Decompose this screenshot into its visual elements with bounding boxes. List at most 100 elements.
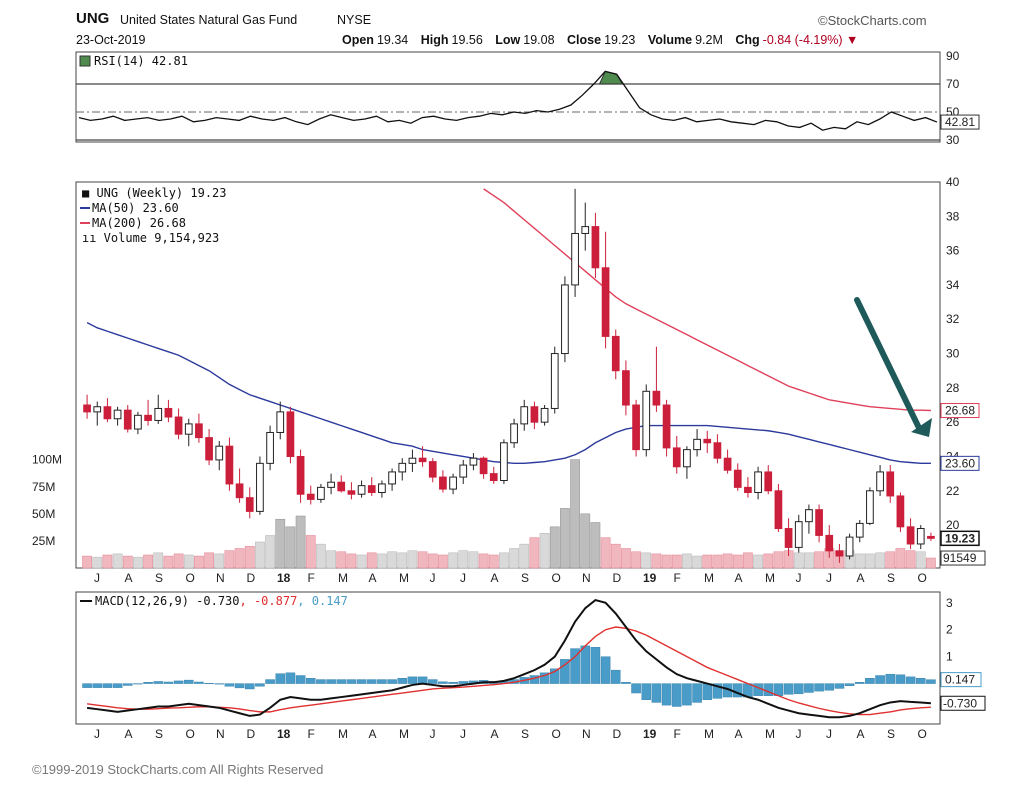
price-tick-label: 36: [946, 244, 960, 258]
macd-histogram-bar: [133, 683, 143, 685]
rsi-tick-label: 30: [946, 133, 960, 147]
price-tick-label: 30: [946, 347, 960, 361]
volume-bar: [692, 555, 702, 569]
candle-body: [205, 437, 213, 461]
candle-body: [83, 404, 91, 413]
macd-histogram-bar: [804, 683, 814, 693]
volume-bar: [163, 555, 174, 569]
macd-histogram-bar: [712, 683, 723, 699]
macd-tick-label: 2: [946, 623, 953, 637]
volume-value-box: [940, 550, 986, 566]
month-tick-label: O: [918, 571, 927, 585]
volume-bar: [509, 548, 519, 569]
candle-body: [378, 483, 386, 494]
close-value-box: [940, 530, 980, 547]
month-tick-label: M: [765, 571, 775, 585]
month-tick-label: M: [704, 571, 714, 585]
candle-body: [784, 528, 793, 548]
volume-bar: [753, 554, 763, 569]
volume-bar: [722, 553, 733, 569]
macd-histogram-bar: [356, 679, 367, 684]
month-tick-label: J: [430, 727, 436, 741]
volume-bar: [590, 522, 601, 569]
ma200-legend: MA(200) 26.68: [92, 216, 186, 230]
candle-body: [439, 476, 447, 490]
candle-body: [93, 406, 102, 413]
ticker-symbol: UNG: [76, 10, 110, 27]
macd-signal-line: [86, 626, 931, 716]
volume-bar: [478, 553, 489, 569]
ma200-value-box: [940, 403, 980, 419]
candle-body: [123, 409, 132, 430]
month-tick-label: A: [125, 571, 133, 585]
macd-histogram-bar: [316, 679, 326, 684]
rsi-value-label: 42.81: [945, 115, 975, 129]
month-tick-label: J: [796, 571, 802, 585]
month-tick-label: 18: [277, 727, 291, 741]
candle-body: [367, 485, 376, 494]
month-tick-label: J: [460, 571, 466, 585]
volume-bar: [732, 554, 743, 569]
candle-body: [652, 390, 661, 406]
macd-histogram-bar: [834, 683, 845, 689]
candle-body: [195, 423, 203, 439]
macd-histogram-bar: [702, 683, 713, 700]
macd-histogram-bar: [143, 682, 153, 684]
volume-bar: [743, 552, 753, 569]
candle-body: [286, 411, 295, 457]
macd-legend-part: MACD(12,26,9) -0.730: [95, 594, 240, 608]
volume-bar: [143, 554, 153, 569]
volume-bar: [895, 548, 906, 569]
candle-body: [845, 536, 854, 557]
month-tick-label: A: [857, 727, 865, 741]
candle-body: [489, 473, 498, 482]
macd-value-box: [940, 695, 986, 711]
candle-body: [469, 457, 478, 466]
ma50-line: [86, 322, 931, 465]
month-tick-label: O: [918, 727, 927, 741]
macd-histogram-bar: [926, 679, 936, 684]
change-down-icon: ▼: [842, 33, 859, 47]
month-tick-label: F: [674, 571, 681, 585]
volume-bar: [356, 554, 367, 569]
macd-histogram-bar: [600, 656, 611, 684]
volume-bar: [702, 554, 713, 569]
rsi-line: [78, 70, 938, 131]
candle-body: [134, 414, 142, 430]
volume-tick-label: 25M: [32, 534, 55, 548]
rsi-legend-swatch: [79, 55, 91, 67]
candle-body: [825, 534, 834, 552]
macd-histogram-bar: [438, 681, 448, 684]
macd-legend-part: , -0.877: [240, 594, 298, 608]
macd-legend-part: , 0.147: [297, 594, 348, 608]
macd-histogram-bar: [265, 679, 275, 684]
candle-body: [662, 404, 671, 449]
macd-histogram-bar: [183, 679, 194, 684]
macd-histogram-bar: [387, 679, 397, 684]
volume-bar: [397, 552, 408, 569]
month-tick-label: 19: [643, 727, 657, 741]
volume-bar: [814, 551, 824, 569]
copyright-notice: ©1999-2019 StockCharts.com All Rights Re…: [32, 762, 324, 777]
candle-body: [245, 497, 254, 512]
macd-histogram-bar: [448, 682, 458, 684]
candle-body: [622, 370, 630, 406]
volume-bar: [499, 552, 509, 569]
volume-bar: [244, 546, 255, 569]
macd-histogram-bar: [224, 683, 235, 687]
candle-body: [866, 490, 874, 524]
change-value: -0.84 (-4.19%): [762, 33, 843, 47]
macd-histogram-bar: [417, 676, 428, 684]
price-tick-label: 22: [946, 484, 960, 498]
macd-histogram-bar: [854, 682, 865, 684]
macd-histogram-bar: [173, 680, 184, 684]
volume-bar: [275, 518, 286, 569]
candle-body: [703, 438, 712, 444]
change-label: Chg: [735, 33, 760, 47]
candle-body: [296, 455, 305, 495]
month-tick-label: O: [186, 727, 195, 741]
candle-body: [896, 495, 905, 528]
volume-bar: [92, 556, 103, 569]
macd-histogram-bar: [153, 681, 164, 684]
